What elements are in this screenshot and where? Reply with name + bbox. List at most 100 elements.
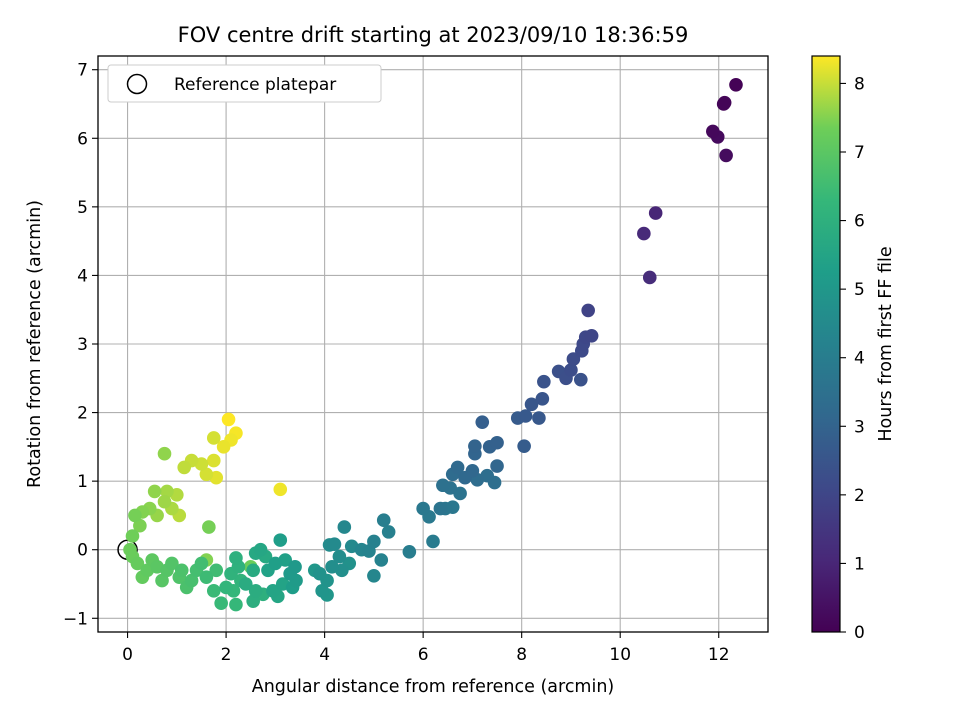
x-tick-label: 10 bbox=[609, 645, 631, 665]
data-point bbox=[581, 303, 595, 318]
data-point bbox=[475, 415, 490, 429]
data-point bbox=[229, 597, 243, 612]
data-point bbox=[202, 520, 216, 534]
x-tick-label: 0 bbox=[122, 645, 133, 665]
data-point bbox=[219, 580, 233, 595]
data-point bbox=[729, 78, 743, 92]
x-tick-label: 4 bbox=[319, 645, 330, 665]
data-point bbox=[376, 513, 391, 528]
data-point bbox=[177, 460, 192, 475]
colorbar-tick-label: 5 bbox=[854, 280, 865, 300]
data-point bbox=[246, 563, 260, 578]
data-point bbox=[206, 453, 221, 468]
data-point bbox=[221, 412, 236, 427]
data-point bbox=[214, 596, 228, 610]
y-tick-label: 1 bbox=[77, 472, 88, 492]
data-point bbox=[436, 478, 450, 493]
data-point bbox=[194, 556, 209, 571]
data-point bbox=[637, 226, 651, 241]
data-point bbox=[381, 525, 396, 539]
chart-title: FOV centre drift starting at 2023/09/10 … bbox=[178, 23, 689, 47]
data-point bbox=[518, 409, 533, 423]
data-point bbox=[206, 584, 221, 598]
colorbar-tick-label: 4 bbox=[854, 349, 865, 369]
data-point bbox=[246, 594, 260, 608]
data-point bbox=[490, 435, 504, 450]
data-point bbox=[537, 374, 551, 389]
colorbar-tick-label: 1 bbox=[854, 554, 865, 574]
data-point bbox=[209, 563, 224, 578]
data-point bbox=[253, 542, 268, 557]
data-point bbox=[337, 520, 352, 534]
data-point bbox=[248, 584, 263, 598]
data-point bbox=[147, 484, 162, 499]
y-tick-label: −1 bbox=[63, 609, 88, 629]
legend: Reference platepar bbox=[107, 64, 382, 103]
colorbar-tick-label: 2 bbox=[854, 486, 865, 506]
data-point bbox=[374, 553, 389, 567]
data-point bbox=[273, 533, 288, 547]
x-tick-label: 12 bbox=[708, 645, 730, 665]
data-point bbox=[130, 556, 145, 571]
data-point bbox=[199, 467, 214, 482]
data-point bbox=[468, 439, 482, 453]
data-point bbox=[157, 494, 172, 509]
data-point bbox=[535, 392, 550, 406]
colorbar-label: Hours from first FF file bbox=[876, 246, 896, 441]
y-tick-label: 5 bbox=[77, 198, 88, 218]
colorbar-tick-label: 8 bbox=[854, 74, 865, 94]
data-point bbox=[706, 124, 720, 139]
colorbar-tick-label: 3 bbox=[854, 417, 865, 437]
legend-entry: Reference platepar bbox=[174, 75, 336, 95]
y-tick-label: 7 bbox=[77, 61, 88, 81]
data-point bbox=[433, 501, 448, 516]
data-point bbox=[426, 534, 440, 549]
data-point bbox=[155, 573, 169, 588]
data-point bbox=[584, 328, 599, 343]
y-tick-label: 4 bbox=[77, 266, 88, 286]
y-axis-ticks: −1 0 1 2 3 4 5 6 7 bbox=[63, 61, 98, 629]
data-point bbox=[288, 560, 302, 574]
colorbar-tick-label: 7 bbox=[854, 143, 865, 163]
data-point bbox=[648, 206, 663, 220]
data-point bbox=[524, 397, 539, 412]
colorbar-tick-label: 0 bbox=[854, 623, 865, 643]
data-point bbox=[532, 411, 546, 425]
data-point bbox=[517, 439, 531, 453]
colorbar-tick-label: 6 bbox=[854, 212, 865, 232]
data-point bbox=[367, 568, 381, 583]
data-point bbox=[266, 584, 280, 598]
x-tick-label: 6 bbox=[418, 645, 429, 665]
data-point bbox=[573, 372, 588, 387]
y-tick-label: 0 bbox=[77, 541, 88, 561]
data-point bbox=[174, 563, 189, 578]
data-point bbox=[465, 464, 480, 478]
data-point bbox=[367, 534, 381, 549]
colorbar: 0 1 2 3 4 5 6 7 8 Hours from first FF file bbox=[811, 55, 896, 643]
data-point bbox=[325, 560, 339, 574]
data-point bbox=[184, 573, 199, 588]
data-point bbox=[273, 482, 288, 497]
legend-box bbox=[107, 64, 382, 103]
colorbar-gradient bbox=[811, 55, 841, 633]
y-tick-label: 2 bbox=[77, 404, 88, 424]
data-point bbox=[642, 270, 657, 285]
data-point bbox=[157, 446, 172, 461]
x-tick-label: 2 bbox=[221, 645, 232, 665]
data-point bbox=[416, 501, 430, 516]
data-point bbox=[564, 363, 578, 377]
data-point bbox=[268, 556, 283, 571]
data-point bbox=[566, 352, 581, 366]
data-point bbox=[165, 556, 179, 571]
x-axis-label: Angular distance from reference (arcmin) bbox=[252, 677, 615, 697]
data-point bbox=[128, 508, 142, 523]
colorbar-ticks: 0 1 2 3 4 5 6 7 8 bbox=[840, 74, 865, 643]
data-point bbox=[716, 97, 731, 111]
data-point bbox=[327, 537, 342, 552]
data-point bbox=[315, 584, 329, 598]
data-point bbox=[490, 459, 504, 473]
data-points bbox=[117, 78, 743, 612]
data-point bbox=[312, 566, 327, 581]
